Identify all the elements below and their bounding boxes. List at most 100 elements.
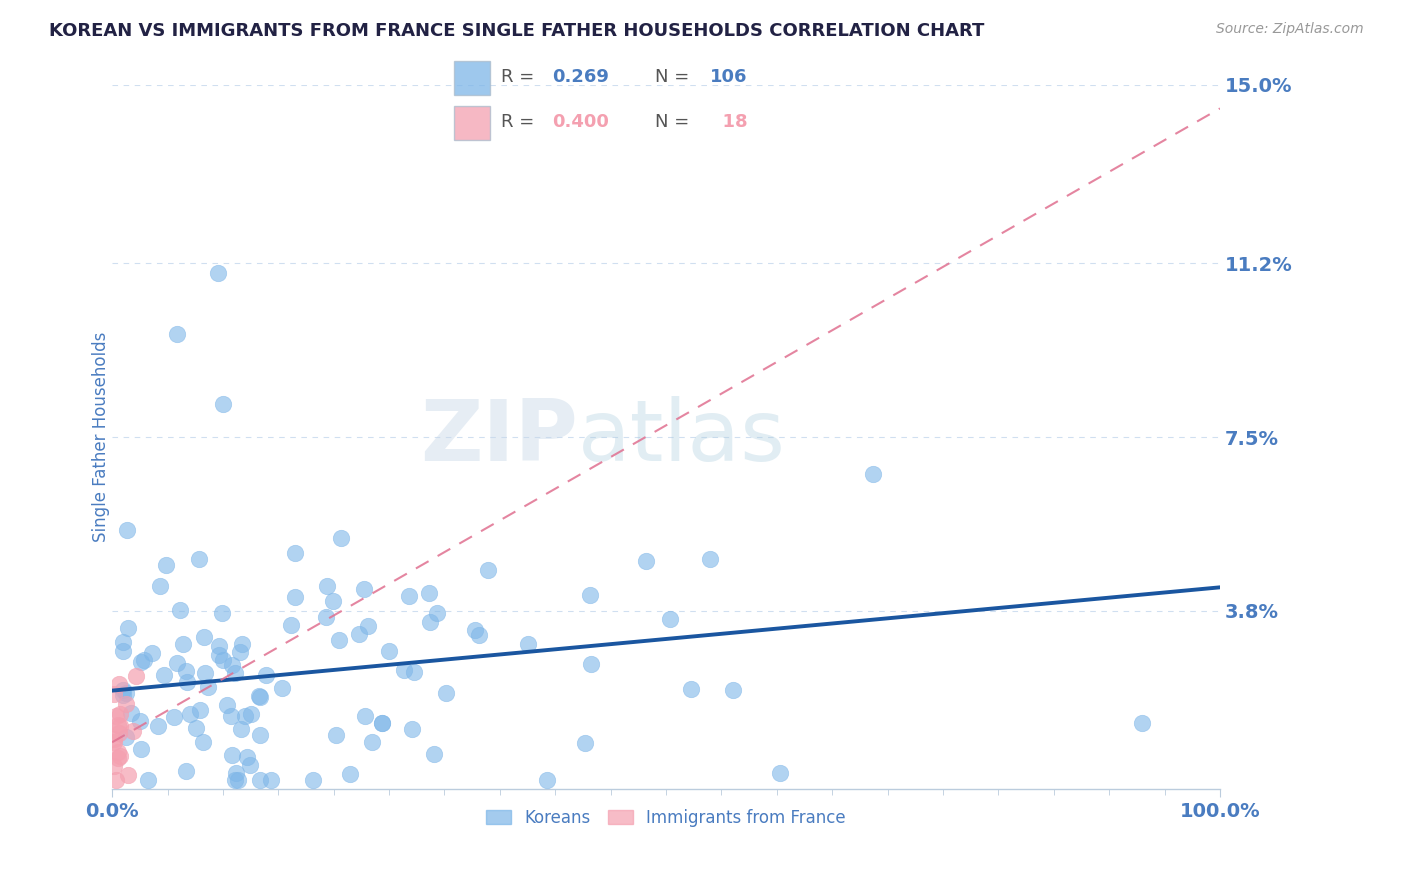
Point (360, 735, 382, 749)
Point (225, 766, 247, 780)
Point (419, 615, 441, 629)
Point (581, 657, 603, 672)
Point (659, 612, 682, 626)
Point (226, 772, 249, 787)
Point (193, 630, 215, 644)
Text: 0.269: 0.269 (553, 69, 609, 87)
Point (330, 531, 353, 545)
Point (208, 639, 231, 653)
Point (468, 628, 491, 642)
Point (398, 589, 420, 603)
Point (103, 687, 125, 701)
Point (769, 765, 792, 780)
Point (176, 675, 198, 690)
Point (322, 594, 344, 608)
Point (221, 657, 243, 672)
Point (402, 665, 425, 679)
Point (105, 709, 128, 723)
Point (121, 723, 143, 738)
Point (464, 623, 486, 637)
Point (166, 657, 188, 671)
Point (249, 728, 271, 742)
Point (353, 582, 375, 596)
Point (188, 703, 211, 717)
Point (1132, 716, 1154, 731)
Point (536, 772, 558, 787)
Point (120, 706, 142, 720)
Point (315, 579, 337, 593)
Point (699, 551, 721, 566)
Point (129, 714, 152, 729)
Point (172, 637, 194, 651)
Text: ZIP: ZIP (419, 395, 578, 479)
Point (422, 747, 444, 761)
Point (136, 772, 159, 787)
Text: Source: ZipAtlas.com: Source: ZipAtlas.com (1216, 22, 1364, 37)
Text: 106: 106 (710, 69, 747, 87)
Point (129, 742, 152, 756)
Point (184, 722, 207, 736)
Point (224, 665, 246, 680)
Point (117, 768, 139, 782)
Point (208, 648, 231, 662)
Point (115, 686, 138, 700)
Point (378, 644, 401, 658)
Point (153, 667, 176, 681)
Point (103, 731, 125, 746)
Point (155, 558, 177, 572)
Point (114, 730, 136, 744)
Point (197, 680, 219, 694)
Point (194, 665, 217, 680)
Point (721, 682, 744, 697)
Point (169, 603, 191, 617)
Legend: Koreans, Immigrants from France: Koreans, Immigrants from France (479, 803, 852, 834)
Point (679, 682, 702, 697)
Point (284, 546, 307, 560)
Point (179, 706, 201, 721)
Point (224, 772, 246, 787)
Point (862, 467, 884, 482)
Point (174, 664, 197, 678)
Point (103, 758, 125, 772)
Point (166, 326, 188, 341)
Point (212, 653, 235, 667)
Point (125, 669, 148, 683)
Point (418, 586, 440, 600)
Point (315, 610, 337, 624)
Text: KOREAN VS IMMIGRANTS FROM FRANCE SINGLE FATHER HOUSEHOLDS CORRELATION CHART: KOREAN VS IMMIGRANTS FROM FRANCE SINGLE … (49, 22, 984, 40)
Point (174, 764, 197, 778)
Point (233, 708, 256, 723)
Point (235, 750, 257, 764)
Point (131, 655, 153, 669)
Point (260, 772, 283, 787)
Text: N =: N = (655, 69, 689, 87)
Point (516, 637, 538, 651)
Text: 0.400: 0.400 (553, 113, 609, 131)
Text: atlas: atlas (578, 395, 786, 479)
Point (221, 748, 243, 763)
FancyBboxPatch shape (454, 106, 491, 140)
Point (219, 709, 242, 723)
Point (392, 663, 415, 677)
Point (191, 735, 214, 749)
Point (371, 716, 394, 731)
Point (354, 709, 377, 723)
Point (229, 722, 252, 736)
Point (249, 690, 271, 704)
Point (328, 633, 350, 648)
Point (270, 681, 292, 696)
Point (574, 736, 596, 750)
Point (231, 637, 253, 651)
Point (163, 710, 186, 724)
Point (239, 758, 262, 772)
Point (207, 266, 229, 280)
Point (426, 607, 449, 621)
Point (477, 563, 499, 577)
Point (112, 644, 135, 658)
Point (187, 552, 209, 566)
Point (217, 698, 239, 713)
Point (107, 751, 129, 765)
Point (112, 635, 135, 649)
FancyBboxPatch shape (454, 61, 491, 95)
Point (104, 772, 127, 787)
